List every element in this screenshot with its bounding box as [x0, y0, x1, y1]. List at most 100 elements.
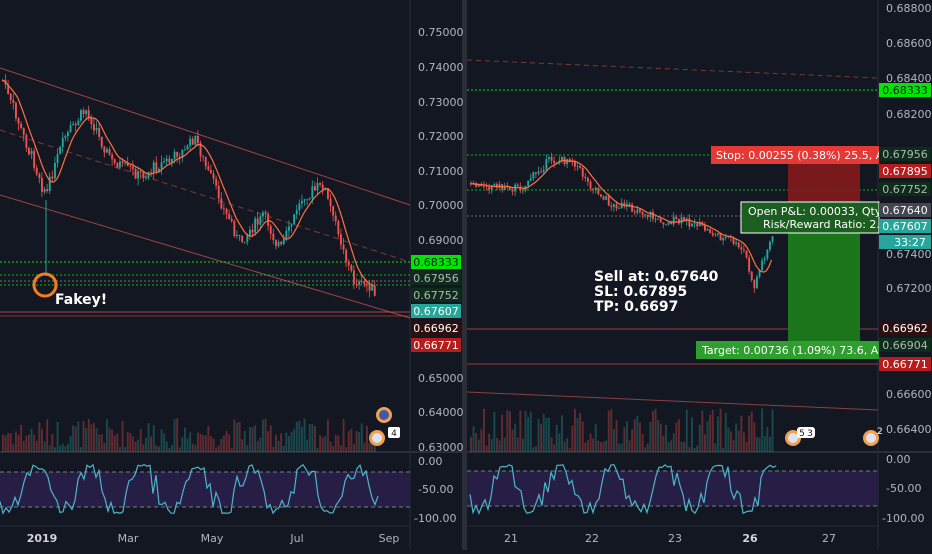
fakey-circle-marker[interactable] — [32, 272, 58, 298]
candle-body — [620, 202, 623, 209]
take-profit-zone[interactable] — [788, 227, 860, 342]
volume-bar — [711, 409, 714, 452]
volume-bar — [303, 418, 306, 452]
event-count-badge[interactable] — [797, 427, 815, 438]
channel-mid-line[interactable] — [0, 129, 411, 263]
candle-body — [706, 229, 709, 231]
price-tag-bg — [879, 83, 931, 97]
candle-body — [113, 159, 116, 163]
candle-body — [189, 138, 192, 146]
candle-body — [581, 167, 584, 177]
price-tag-bg — [879, 182, 931, 196]
candle-body — [17, 118, 20, 124]
pnl-label-box[interactable] — [740, 201, 880, 234]
left-time-axis[interactable]: 2019 Mar May Jul Sep — [27, 532, 400, 545]
volume-bar — [293, 428, 296, 452]
candle-body — [61, 137, 64, 147]
candle-body — [665, 224, 667, 226]
volume-bar — [90, 424, 93, 452]
trade-sell-text[interactable]: Sell at: 0.67640 — [594, 269, 719, 285]
volume-bar — [724, 412, 727, 452]
candle-body — [680, 217, 683, 224]
volume-bar — [243, 431, 246, 452]
price-tag-bg — [879, 338, 931, 352]
volume-bar — [137, 439, 140, 452]
right-rsi-label: -50.00 — [886, 482, 921, 495]
left-daily-chart[interactable]: Fakey! 4 — [0, 67, 411, 515]
candle-body — [758, 269, 761, 277]
volume-bar — [72, 425, 75, 452]
volume-bar — [80, 447, 82, 452]
candle-body — [280, 242, 283, 245]
candle-body — [85, 110, 88, 115]
pnl-label-line2: Risk/Reward Ratio: 2. — [763, 218, 880, 231]
price-tag-bg — [411, 271, 461, 285]
candle-body — [132, 166, 134, 170]
target-label-box[interactable] — [696, 341, 879, 359]
candle-body — [753, 280, 756, 289]
volume-bar — [639, 422, 641, 452]
candle-body — [220, 198, 223, 209]
volume-bar — [126, 431, 129, 452]
volume-bar — [7, 433, 10, 452]
volume-bar — [241, 439, 244, 452]
volume-bar — [202, 435, 205, 452]
candle-body — [761, 260, 764, 270]
channel-upper-line[interactable] — [466, 59, 879, 79]
channel-lower-line[interactable] — [0, 194, 411, 319]
candle-body — [46, 189, 49, 192]
candle-body — [358, 281, 361, 285]
volume-bar — [563, 441, 566, 452]
left-price-tags: 0.68333 0.67956 0.67752 0.67607 0.66962 … — [411, 255, 461, 352]
left-axis-label: 0.69000 — [418, 234, 464, 247]
right-price-axis[interactable]: 0.68800 0.68600 0.68400 0.68200 0.67400 … — [886, 2, 932, 436]
volume-bar — [581, 421, 584, 452]
volume-bar — [483, 408, 485, 452]
volume-bar — [67, 443, 69, 452]
price-tag-bg — [879, 235, 931, 249]
volume-bar — [207, 426, 210, 452]
candle-body — [329, 198, 332, 207]
candle-body — [246, 235, 249, 242]
panel-divider[interactable] — [462, 0, 467, 550]
candle-body — [371, 285, 374, 291]
candle-body — [54, 163, 56, 179]
trade-sl-text[interactable]: SL: 0.67895 — [594, 284, 687, 300]
price-tag: 0.68333 — [882, 84, 928, 97]
candle-body — [485, 186, 488, 188]
candle-body — [696, 223, 699, 227]
channel-lower-line[interactable] — [466, 391, 879, 411]
right-price-tags: 0.68333 0.67956 0.67895 0.67752 0.67640 … — [879, 83, 931, 371]
volume-bar — [181, 436, 184, 452]
volume-bar — [259, 437, 262, 452]
right-intraday-chart[interactable]: Stop: 0.00255 (0.38%) 25.5, A Open P&L: … — [466, 59, 884, 515]
candle-body — [662, 222, 665, 225]
left-price-axis[interactable]: 0.75000 0.74000 0.73000 0.72000 0.71000 … — [418, 26, 464, 454]
left-moving-average — [1, 79, 374, 287]
volume-bar — [576, 417, 579, 452]
volume-bar — [493, 411, 496, 452]
volume-bar — [545, 417, 548, 452]
channel-upper-line[interactable] — [0, 67, 411, 206]
candle-body — [150, 172, 153, 173]
volume-bar — [730, 431, 732, 452]
candle-body — [207, 166, 210, 170]
volume-bar — [116, 433, 119, 452]
volume-bar — [238, 421, 241, 452]
time-label: 27 — [822, 532, 836, 545]
volume-bar — [719, 408, 722, 452]
fakey-annotation[interactable]: Fakey! — [55, 292, 107, 308]
volume-bar — [340, 445, 342, 452]
price-tag: 0.67752 — [882, 183, 928, 196]
event-count-badge[interactable] — [388, 427, 400, 438]
volume-bar — [550, 437, 553, 452]
stop-label-box[interactable] — [711, 146, 879, 164]
trade-tp-text[interactable]: TP: 0.6697 — [594, 299, 678, 315]
price-tag-bg — [879, 164, 931, 178]
volume-bar — [490, 439, 493, 452]
right-time-axis[interactable]: 21 22 23 26 27 — [504, 532, 836, 545]
event-flag-inner-icon — [379, 410, 389, 420]
candle-body — [176, 151, 179, 157]
candle-body — [295, 210, 298, 215]
